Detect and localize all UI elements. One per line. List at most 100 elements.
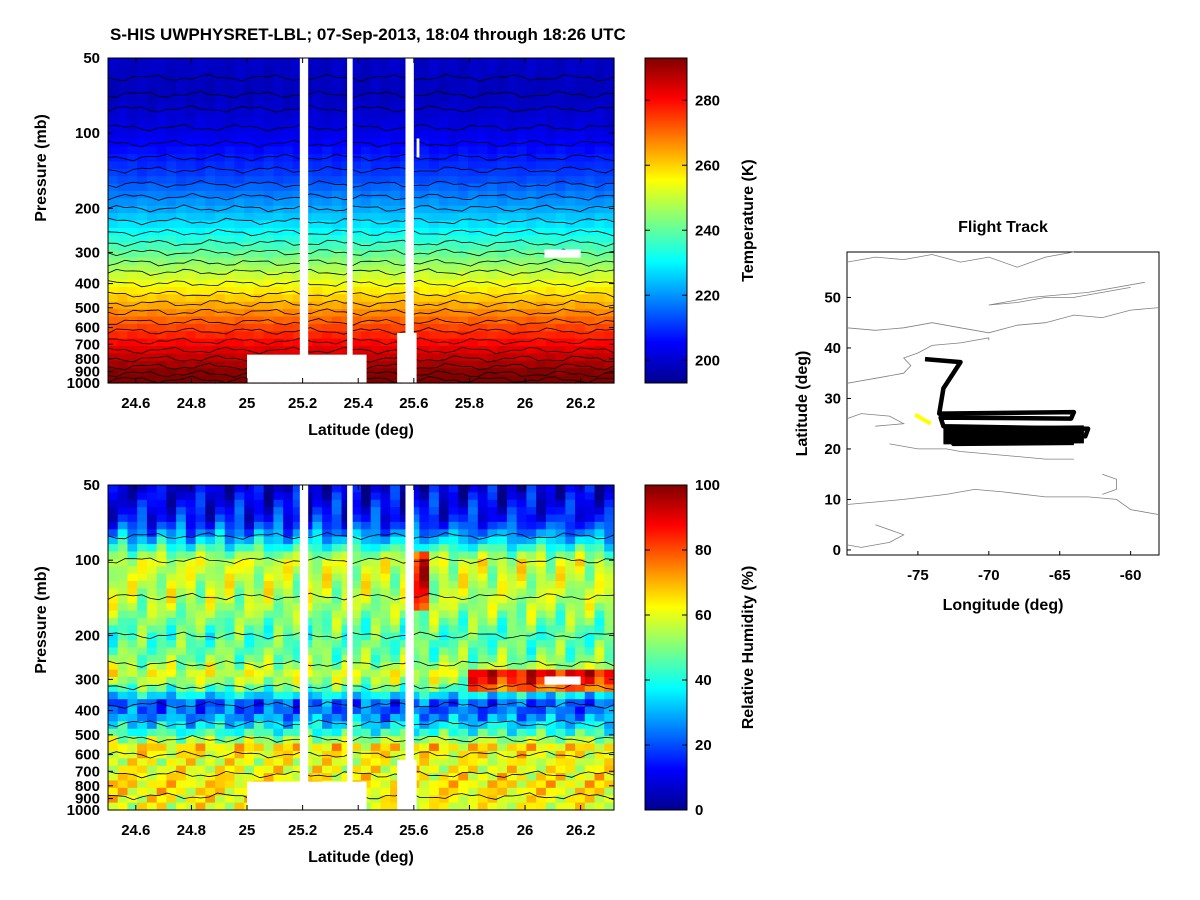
heatmap-cell: [234, 529, 245, 538]
heatmap-cell: [594, 595, 605, 604]
heatmap-cell: [127, 529, 138, 538]
heatmap-cell: [283, 588, 294, 597]
heatmap-cell: [584, 80, 596, 89]
heatmap-cell: [322, 87, 333, 96]
heatmap-cell: [244, 617, 255, 626]
heatmap-cell: [263, 706, 275, 715]
heatmap-cell: [263, 499, 275, 508]
heatmap-cell: [536, 316, 547, 325]
heatmap-cell: [361, 677, 372, 686]
heatmap-cell: [156, 190, 167, 199]
heatmap-cell: [497, 787, 508, 796]
heatmap-cell: [536, 368, 547, 377]
heatmap-cell: [390, 102, 401, 111]
heatmap-cell: [331, 242, 343, 251]
heatmap-cell: [263, 640, 275, 649]
heatmap-cell: [575, 743, 586, 752]
heatmap-cell: [283, 617, 294, 626]
heatmap-cell: [409, 699, 420, 708]
heatmap-cell: [137, 124, 148, 133]
heatmap-cell: [253, 566, 265, 575]
heatmap-cell: [604, 375, 615, 384]
heatmap-cell: [137, 161, 148, 170]
heatmap-cell: [361, 72, 372, 81]
heatmap-cell: [594, 213, 605, 222]
heatmap-cell: [429, 721, 440, 730]
heatmap-cell: [536, 198, 547, 207]
heatmap-cell: [283, 316, 294, 325]
heatmap-cell: [409, 154, 420, 163]
heatmap-cell: [545, 765, 557, 774]
heatmap-cell: [555, 713, 566, 722]
heatmap-cell: [331, 736, 343, 745]
heatmap-cell: [351, 235, 362, 244]
heatmap-cell: [429, 521, 440, 530]
heatmap-cell: [448, 795, 459, 804]
heatmap-cell: [545, 353, 557, 362]
contour-line: [107, 660, 615, 668]
heatmap-cell: [331, 331, 343, 340]
heatmap-cell: [555, 588, 566, 597]
heatmap-cell: [166, 492, 177, 501]
heatmap-cell: [370, 743, 382, 752]
heatmap-cell: [176, 647, 187, 656]
heatmap-cell: [448, 124, 459, 133]
heatmap-cell: [487, 131, 498, 140]
heatmap-cell: [516, 640, 528, 649]
heatmap-cell: [166, 647, 177, 656]
heatmap-cell: [292, 131, 304, 140]
heatmap-cell: [477, 176, 489, 185]
heatmap-cell: [438, 346, 450, 355]
heatmap-cell: [380, 272, 391, 281]
heatmap-cell: [137, 640, 148, 649]
heatmap-cell: [224, 514, 236, 523]
heatmap-cell: [516, 58, 528, 66]
heatmap-cell: [117, 669, 129, 678]
heatmap-cell: [117, 581, 129, 590]
heatmap-cell: [341, 131, 352, 140]
heatmap-cell: [594, 758, 605, 767]
heatmap-cell: [468, 139, 479, 148]
heatmap-cell: [234, 176, 245, 185]
heatmap-cell: [185, 758, 197, 767]
heatmap-cell: [380, 684, 391, 693]
heatmap-cell: [137, 795, 148, 804]
heatmap-cell: [545, 154, 557, 163]
heatmap-cell: [575, 492, 586, 501]
heatmap-cell: [380, 264, 391, 273]
heatmap-cell: [156, 183, 167, 192]
heatmap-cell: [468, 161, 479, 170]
heatmap-cell: [273, 588, 284, 597]
heatmap-cell: [399, 58, 411, 66]
heatmap-cell: [361, 713, 372, 722]
heatmap-cell: [351, 640, 362, 649]
heatmap-cell: [594, 654, 605, 663]
heatmap-cell: [380, 176, 391, 185]
heatmap-cell: [351, 551, 362, 560]
heatmap-cell: [361, 220, 372, 229]
figure-title: S-HIS UWPHYSRET-LBL; 07-Sep-2013, 18:04 …: [110, 25, 626, 44]
heatmap-cell: [370, 338, 382, 347]
heatmap-cell: [448, 802, 459, 811]
heatmap-cell: [351, 728, 362, 737]
heatmap-cell: [370, 529, 382, 538]
heatmap-cell: [215, 485, 226, 493]
heatmap-cell: [584, 235, 596, 244]
heatmap-cell: [594, 617, 605, 626]
contour-line: [107, 279, 615, 288]
heatmap-cell: [468, 316, 479, 325]
y-tick-label: 700: [75, 763, 100, 780]
heatmap-cell: [536, 183, 547, 192]
heatmap-cell: [205, 544, 216, 553]
heatmap-cell: [273, 257, 284, 266]
heatmap-cell: [234, 750, 245, 759]
heatmap-cell: [117, 87, 129, 96]
heatmap-cell: [526, 65, 537, 74]
heatmap-cell: [575, 536, 586, 545]
heatmap-cell: [380, 610, 391, 619]
heatmap-cell: [555, 765, 566, 774]
heatmap-cell: [487, 168, 498, 177]
heatmap-cell: [468, 728, 479, 737]
heatmap-cell: [429, 706, 440, 715]
heatmap-cell: [370, 323, 382, 332]
